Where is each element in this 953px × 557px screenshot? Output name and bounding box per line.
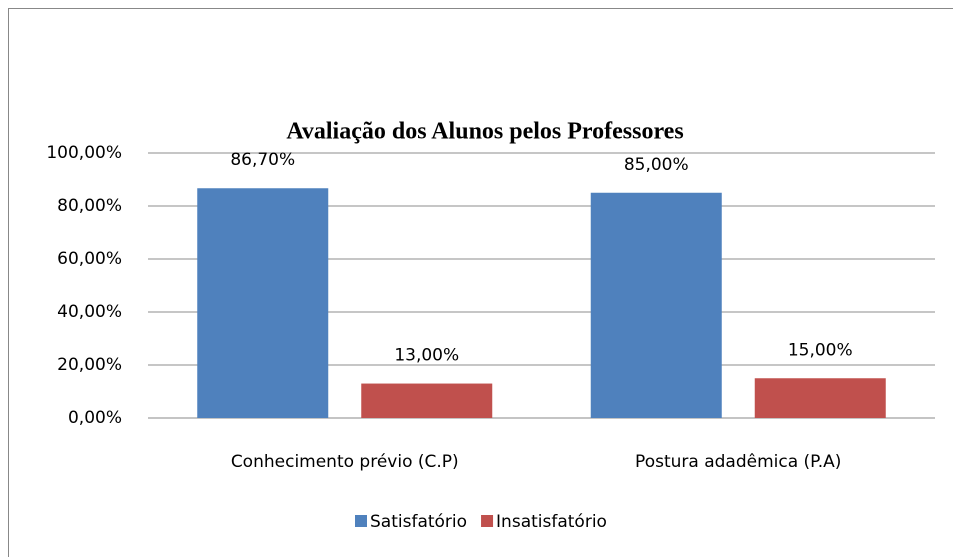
x-tick-label: Conhecimento prévio (C.P) xyxy=(231,452,459,472)
chart-title: Avaliação dos Alunos pelos Professores xyxy=(286,119,683,145)
y-tick-label: 60,00% xyxy=(57,249,122,269)
bar xyxy=(754,378,886,418)
legend-label: Insatisfatório xyxy=(496,512,607,532)
value-label: 15,00% xyxy=(788,340,853,360)
value-label: 85,00% xyxy=(624,155,689,175)
y-tick-label: 0,00% xyxy=(68,408,122,428)
y-tick-label: 20,00% xyxy=(57,355,122,375)
value-label: 86,70% xyxy=(230,150,295,170)
bar xyxy=(590,192,722,418)
value-label: 13,00% xyxy=(394,346,459,366)
x-tick-label: Postura adadêmica (P.A) xyxy=(635,452,841,472)
chart-border xyxy=(8,8,953,557)
bar xyxy=(361,383,493,418)
y-tick-label: 100,00% xyxy=(46,143,122,163)
y-tick-label: 80,00% xyxy=(57,196,122,216)
legend-label: Satisfatório xyxy=(370,512,467,532)
legend-swatch xyxy=(355,515,367,527)
legend-swatch xyxy=(481,515,494,527)
y-tick-label: 40,00% xyxy=(57,302,122,322)
bar xyxy=(197,188,329,418)
